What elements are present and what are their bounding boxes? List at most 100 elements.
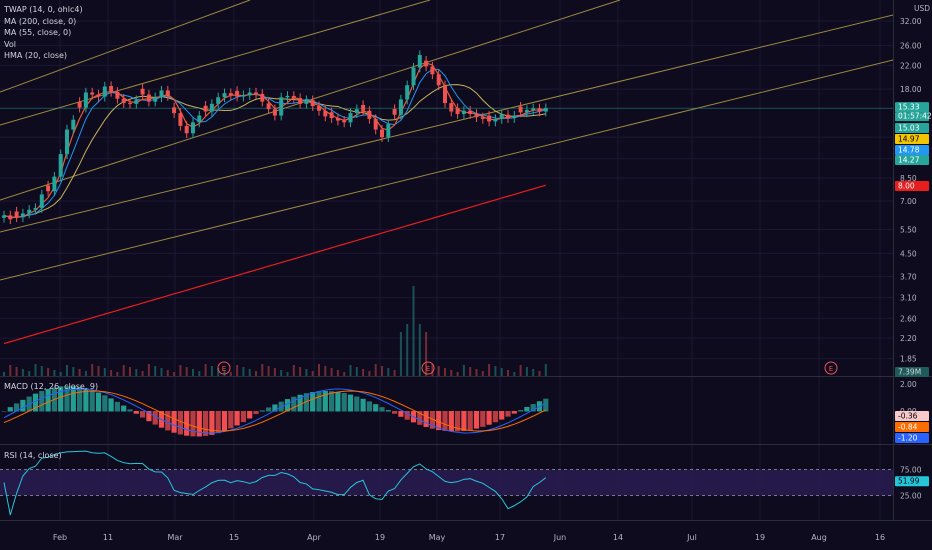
time-axis-label[interactable]: 19 — [755, 533, 765, 542]
candle-body[interactable] — [260, 93, 265, 102]
pane-separators[interactable] — [0, 0, 932, 521]
time-axis-label[interactable]: 16 — [875, 533, 885, 542]
candle-body[interactable] — [487, 115, 492, 122]
candle-body[interactable] — [436, 74, 441, 86]
earnings-marker-icon[interactable] — [217, 361, 231, 375]
candlesticks[interactable] — [2, 50, 548, 225]
candle-body[interactable] — [531, 108, 536, 110]
candle-body[interactable] — [128, 103, 132, 105]
time-axis-label[interactable]: 14 — [613, 533, 623, 542]
candle-body[interactable] — [140, 88, 145, 95]
candle-body[interactable] — [323, 110, 328, 117]
candle-body[interactable] — [310, 100, 315, 107]
candle-body[interactable] — [424, 60, 429, 67]
candle-body[interactable] — [241, 95, 246, 97]
legend-vol[interactable]: Vol — [4, 39, 16, 49]
candle-body[interactable] — [14, 211, 19, 218]
candle-body[interactable] — [348, 113, 353, 123]
candle-body[interactable] — [405, 85, 410, 100]
candle-body[interactable] — [380, 129, 384, 138]
legend-hma[interactable]: HMA (20, close) — [4, 51, 68, 60]
candle-body[interactable] — [184, 125, 189, 134]
candle-body[interactable] — [417, 55, 422, 68]
candle-body[interactable] — [134, 100, 139, 104]
earnings-marker-icon[interactable] — [824, 361, 838, 375]
candle-body[interactable] — [468, 110, 473, 114]
candle-body[interactable] — [506, 114, 510, 119]
candle-body[interactable] — [203, 105, 208, 112]
candle-body[interactable] — [247, 92, 252, 96]
legend-ma55[interactable]: MA (55, close, 0) — [4, 28, 72, 37]
time-axis-label[interactable]: 17 — [495, 533, 505, 542]
candle-body[interactable] — [191, 122, 195, 134]
candle-body[interactable] — [329, 112, 334, 119]
candle-body[interactable] — [474, 113, 479, 118]
candle-body[interactable] — [65, 129, 69, 155]
candle-body[interactable] — [121, 98, 126, 104]
candle-body[interactable] — [524, 109, 529, 113]
candle-body[interactable] — [266, 103, 271, 110]
candle-body[interactable] — [317, 106, 321, 111]
candle-body[interactable] — [335, 118, 340, 121]
candle-body[interactable] — [2, 215, 6, 218]
time-axis-label[interactable]: Jul — [686, 533, 697, 542]
candle-body[interactable] — [178, 113, 183, 126]
candle-body[interactable] — [153, 97, 158, 102]
candle-body[interactable] — [96, 94, 101, 97]
candle-body[interactable] — [90, 92, 95, 95]
candle-body[interactable] — [398, 99, 403, 115]
candle-body[interactable] — [83, 92, 88, 108]
legend-ma200[interactable]: MA (200, close, 0) — [4, 16, 77, 26]
candle-body[interactable] — [361, 104, 366, 111]
candle-body[interactable] — [33, 207, 38, 210]
time-axis-label[interactable]: 11 — [103, 533, 113, 542]
candle-body[interactable] — [537, 108, 542, 112]
earnings-marker-icon[interactable] — [421, 361, 435, 375]
candle-body[interactable] — [367, 110, 372, 119]
macd-pane-label[interactable]: MACD (12, 26, close, 9) — [4, 382, 99, 391]
time-axis-label[interactable]: Mar — [167, 533, 183, 542]
candle-body[interactable] — [449, 103, 454, 112]
candle-body[interactable] — [354, 109, 359, 114]
candle-body[interactable] — [165, 90, 170, 96]
candle-body[interactable] — [115, 91, 120, 99]
candle-body[interactable] — [172, 107, 177, 114]
candle-body[interactable] — [20, 213, 25, 218]
candle-body[interactable] — [493, 118, 498, 122]
time-axis-label[interactable]: May — [429, 533, 446, 542]
candle-body[interactable] — [46, 185, 51, 192]
candle-body[interactable] — [222, 93, 227, 98]
candle-body[interactable] — [480, 117, 485, 119]
candle-body[interactable] — [386, 124, 391, 138]
candle-body[interactable] — [342, 120, 347, 123]
legend-twap[interactable]: TWAP (14, 0, ohlc4) — [4, 5, 83, 14]
candle-body[interactable] — [304, 100, 309, 104]
candle-body[interactable] — [291, 95, 296, 99]
candle-body[interactable] — [411, 67, 416, 86]
time-axis-label[interactable]: Feb — [53, 533, 67, 542]
candle-body[interactable] — [298, 98, 303, 104]
candle-body[interactable] — [235, 90, 240, 97]
candle-body[interactable] — [543, 108, 548, 112]
candle-body[interactable] — [102, 86, 107, 97]
time-axis-label[interactable]: 19 — [375, 533, 385, 542]
candle-body[interactable] — [254, 92, 258, 94]
candle-body[interactable] — [77, 101, 82, 108]
candle-body[interactable] — [197, 115, 202, 123]
candle-body[interactable] — [109, 86, 114, 92]
candle-body[interactable] — [216, 97, 221, 104]
candle-body[interactable] — [159, 90, 164, 98]
candle-body[interactable] — [285, 95, 290, 98]
candle-body[interactable] — [443, 85, 447, 104]
candle-body[interactable] — [392, 108, 397, 115]
candle-body[interactable] — [499, 114, 504, 119]
candle-body[interactable] — [518, 106, 523, 113]
candle-body[interactable] — [146, 94, 151, 102]
candle-body[interactable] — [209, 103, 214, 112]
rsi-pane-label[interactable]: RSI (14, close) — [4, 451, 62, 460]
time-axis[interactable]: Feb 11 Mar 15 Apr 19 May 17 Jun 14 Jul 19 Aug 16 — [0, 521, 932, 550]
candle-body[interactable] — [430, 66, 435, 75]
candle-body[interactable] — [27, 209, 32, 214]
